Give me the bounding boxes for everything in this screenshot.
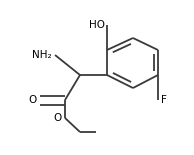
Text: O: O: [54, 113, 62, 123]
Text: NH₂: NH₂: [32, 50, 52, 60]
Text: O: O: [29, 95, 37, 105]
Text: F: F: [161, 95, 167, 105]
Text: HO: HO: [89, 20, 105, 30]
